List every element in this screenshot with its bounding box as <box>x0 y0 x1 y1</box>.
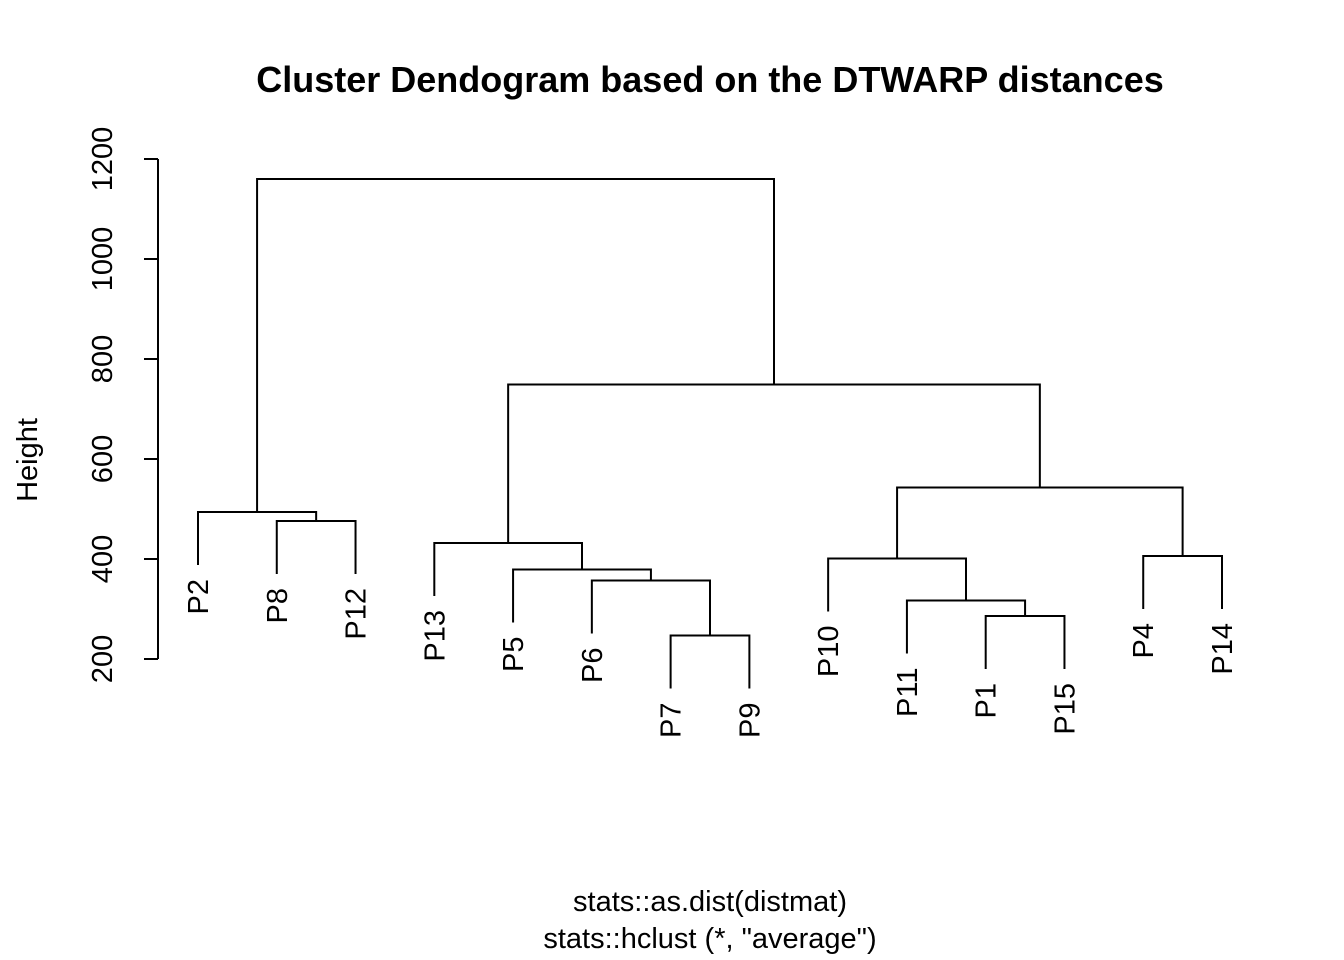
merge-link <box>905 599 1027 654</box>
merge-link <box>507 383 1041 543</box>
leaf-label: P1 <box>971 683 1003 718</box>
leaf-label: P4 <box>1128 623 1160 658</box>
leaf-label: P12 <box>341 588 373 640</box>
leaf-label: P7 <box>656 703 688 738</box>
merge-link <box>256 178 775 512</box>
y-tick-label: 1000 <box>87 227 119 292</box>
y-axis: 200 400 600 800 1000 1200 <box>87 127 159 683</box>
x-axis-sub-line-1: stats::as.dist(distmat) <box>573 886 847 918</box>
leaf-label: P5 <box>498 637 530 672</box>
leaf-label: P13 <box>419 610 451 662</box>
dendrogram-tree <box>197 178 1223 689</box>
leaf-label: P11 <box>892 668 924 717</box>
merge-link <box>197 511 318 565</box>
merge-link <box>275 520 357 574</box>
x-axis-sub-line-2: stats::hclust (*, "average") <box>543 923 876 955</box>
y-tick-label: 1200 <box>87 127 119 192</box>
merge-link <box>512 568 652 623</box>
merge-link <box>827 557 967 612</box>
merge-link <box>896 486 1184 559</box>
y-tick-label: 400 <box>87 535 119 583</box>
leaf-labels: P2 P8 P12 P13 P5 P6 P7 P9 P10 P11 P1 P15 P4 P14 <box>183 579 1239 738</box>
leaf-label: P8 <box>262 588 294 623</box>
leaf-label: P15 <box>1049 683 1081 735</box>
y-tick-label: 200 <box>87 635 119 683</box>
merge-link <box>669 634 751 689</box>
y-tick-label: 800 <box>87 335 119 383</box>
chart-title: Cluster Dendogram based on the DTWARP di… <box>256 59 1164 100</box>
leaf-label: P2 <box>183 579 215 614</box>
leaf-label: P9 <box>734 703 766 738</box>
leaf-label: P10 <box>813 626 845 678</box>
y-axis-label: Height <box>12 418 44 502</box>
merge-link <box>590 579 711 636</box>
merge-link <box>984 615 1066 669</box>
leaf-label: P14 <box>1207 623 1239 675</box>
merge-link <box>1142 555 1223 609</box>
y-tick-label: 600 <box>87 435 119 483</box>
leaf-label: P6 <box>577 648 609 683</box>
